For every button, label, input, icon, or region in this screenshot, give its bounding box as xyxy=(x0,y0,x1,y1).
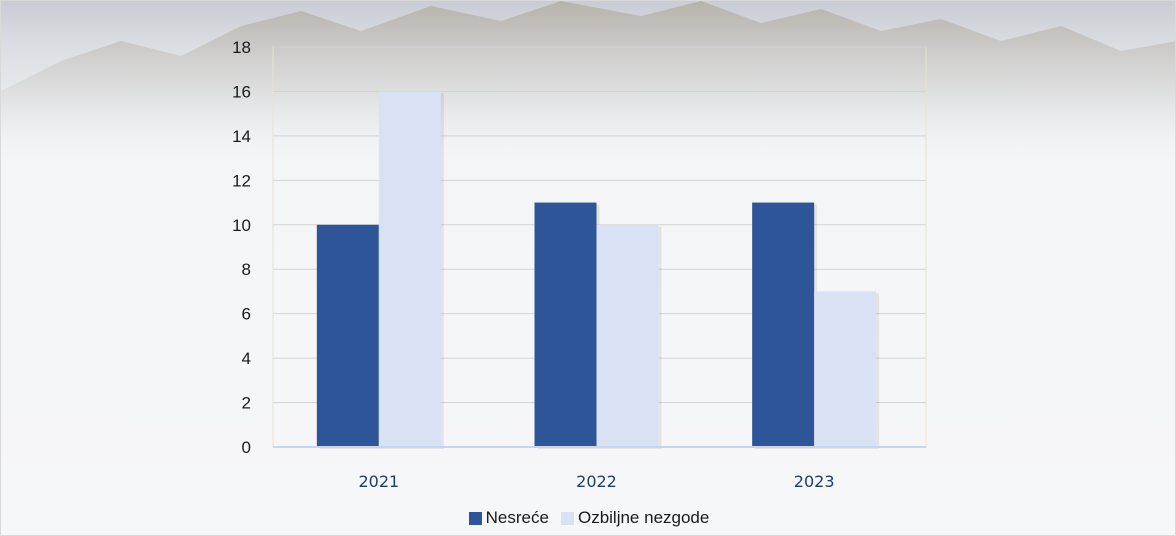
legend-label-ozbiljne-nezgode: Ozbiljne nezgode xyxy=(577,508,710,527)
y-tick-label: 12 xyxy=(232,171,251,190)
bar-ozbiljne-nezgode-2023 xyxy=(814,291,877,447)
x-tick-label: 2021 xyxy=(358,472,399,491)
y-tick-label: 4 xyxy=(242,349,251,368)
legend-label-nesrece: Nesreće xyxy=(485,508,549,527)
legend-swatch-ozbiljne-nezgode xyxy=(560,511,574,525)
y-tick-label: 8 xyxy=(242,260,251,279)
bar-nesrece-2021 xyxy=(316,224,379,447)
y-tick-label: 6 xyxy=(242,305,251,324)
y-tick-label: 16 xyxy=(232,82,251,101)
bar-nesrece-2023 xyxy=(752,202,815,447)
bar-ozbiljne-nezgode-2021 xyxy=(378,91,441,447)
y-tick-label: 10 xyxy=(232,216,251,235)
bar-ozbiljne-nezgode-2022 xyxy=(596,224,659,447)
legend-item-ozbiljne-nezgode: Ozbiljne nezgode xyxy=(560,508,710,528)
y-tick-label: 18 xyxy=(232,38,251,57)
y-tick-label: 14 xyxy=(232,127,251,146)
bar-chart: 0 2 4 6 8 10 12 14 16 18 2021 2022 2023 xyxy=(232,38,927,491)
x-tick-label: 2023 xyxy=(794,472,835,491)
y-tick-label: 0 xyxy=(242,438,251,457)
legend-swatch-nesrece xyxy=(468,511,482,525)
chart-legend: Nesreće Ozbiljne nezgode xyxy=(1,508,1175,528)
x-tick-label: 2022 xyxy=(576,472,617,491)
bar-nesrece-2022 xyxy=(534,202,597,447)
legend-item-nesrece: Nesreće xyxy=(468,508,549,528)
mountain-background-image xyxy=(1,1,1175,141)
y-tick-label: 2 xyxy=(242,394,251,413)
